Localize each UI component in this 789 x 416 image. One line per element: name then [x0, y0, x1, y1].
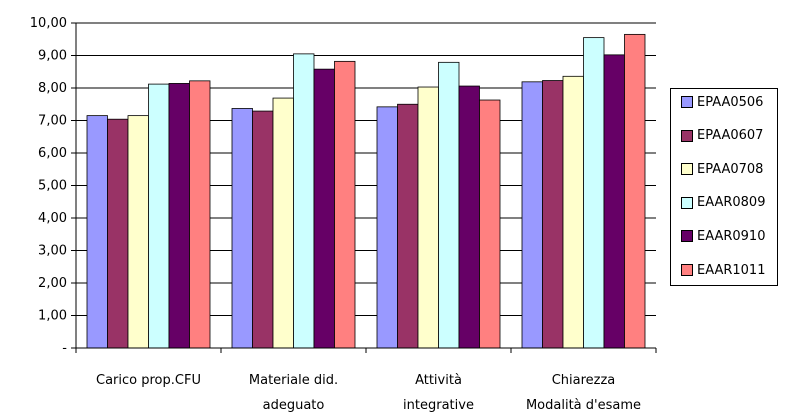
bar-epaa0708-2	[417, 86, 439, 349]
y-tick-label: 6,00	[38, 146, 67, 161]
labels: - 1,00 2,00 3,00 4,00 5,00 6,00 7,00 8,00 9,00 10,…	[30, 16, 641, 413]
bar-eaar1011-1	[334, 60, 356, 349]
bars	[86, 33, 646, 349]
y-tick-label: 9,00	[38, 49, 67, 64]
bar-epaa0506-3	[521, 81, 543, 349]
bar-epaa0607-3	[542, 80, 564, 349]
legend-item: EAAR1011	[681, 262, 766, 278]
legend-item: EAAR0809	[681, 195, 766, 211]
y-tick-label: 2,00	[38, 276, 67, 291]
y-tick-label: 5,00	[38, 179, 67, 194]
category-label: Modalità d'esame	[526, 398, 641, 413]
legend-swatch	[681, 196, 693, 209]
bar-eaar0809-1	[293, 53, 315, 349]
bar-eaar1011-0	[189, 80, 211, 349]
legend-swatch	[681, 264, 693, 276]
bar-eaar0910-3	[603, 54, 625, 349]
legend-item: EPAA0607	[681, 128, 764, 144]
legend-label: EPAA0708	[697, 161, 764, 177]
bar-epaa0506-1	[231, 108, 253, 349]
bar-epaa0607-0	[107, 118, 129, 349]
legend-item: EPAA0506	[681, 94, 764, 110]
y-tick-label: 7,00	[38, 114, 67, 129]
category-label: Materiale did.	[249, 373, 338, 388]
legend-label: EAAR0910	[697, 228, 766, 244]
axes	[71, 22, 657, 353]
bar-eaar0910-2	[458, 85, 480, 349]
legend-item: EPAA0708	[681, 161, 764, 177]
legend-item: EAAR0910	[681, 228, 766, 244]
bar-epaa0506-2	[376, 106, 398, 349]
bar-eaar0809-2	[438, 61, 460, 349]
y-tick-label: 4,00	[38, 211, 67, 226]
bar-eaar1011-2	[479, 99, 501, 349]
legend-swatch	[681, 230, 693, 243]
category-label: Attività	[415, 373, 462, 388]
legend-label: EPAA0607	[697, 128, 764, 144]
bar-eaar0910-0	[168, 83, 190, 349]
legend-swatch	[681, 96, 693, 108]
y-tick-label: 10,00	[30, 16, 67, 31]
legend-swatch	[681, 129, 693, 142]
legend-label: EAAR0809	[697, 195, 766, 211]
bar-epaa0708-1	[272, 97, 294, 349]
bar-eaar0910-1	[313, 68, 335, 349]
legend: EPAA0506 EPAA0607 EPAA0708 EAAR0809 EAAR0910…	[670, 88, 778, 286]
legend-swatch	[681, 163, 693, 176]
category-label: Chiarezza	[552, 373, 616, 388]
bar-epaa0708-3	[562, 75, 584, 349]
bar-epaa0607-1	[252, 110, 274, 349]
legend-label: EPAA0506	[697, 94, 764, 110]
legend-label: EAAR1011	[697, 262, 766, 278]
bar-epaa0506-0	[86, 115, 108, 349]
bar-epaa0708-0	[127, 115, 149, 349]
bar-eaar0809-0	[148, 83, 170, 349]
category-label: adeguato	[263, 398, 325, 413]
y-tick-label: 8,00	[38, 81, 67, 96]
bar-eaar0809-3	[583, 37, 605, 349]
bar-eaar1011-3	[624, 33, 646, 349]
bar-epaa0607-2	[397, 103, 419, 349]
category-label: integrative	[403, 398, 474, 413]
y-tick-label: -	[62, 341, 67, 356]
y-tick-label: 3,00	[38, 244, 67, 259]
category-label: Carico prop.CFU	[96, 373, 201, 388]
y-tick-label: 1,00	[38, 309, 67, 324]
